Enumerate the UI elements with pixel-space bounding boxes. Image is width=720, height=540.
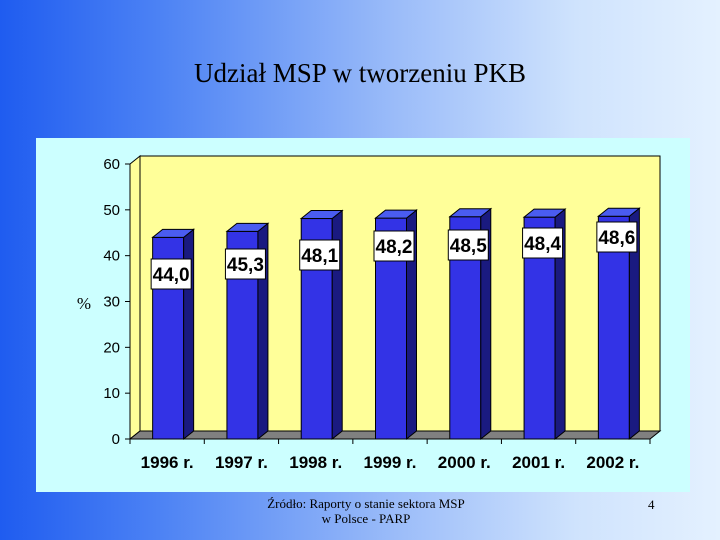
x-tick-label: 2000 r. — [438, 453, 491, 472]
bar-top — [151, 228, 196, 238]
x-tick-label: 1998 r. — [289, 453, 342, 472]
y-tick-label: 0 — [112, 431, 120, 448]
bar-top — [299, 210, 344, 220]
bar-top — [374, 209, 418, 219]
bar — [596, 207, 641, 441]
data-label-box — [373, 230, 415, 262]
x-tick-label: 2002 r. — [586, 453, 639, 472]
y-tick-label: 40 — [103, 248, 120, 265]
data-label-text: 48,2 — [376, 237, 413, 258]
bar-chart: 0 10 20 30 40 50 60% 44,0 45,3 48,1 48,2 48,5 48,4 48… — [77, 154, 662, 472]
bar-top — [225, 222, 270, 232]
bar-top — [522, 208, 567, 218]
data-label: 48,2 — [373, 230, 415, 262]
data-label-box — [596, 221, 638, 253]
data-label: 44,0 — [150, 258, 192, 290]
bar-top — [596, 207, 641, 217]
y-axis-title: % — [77, 294, 91, 313]
slide-title: Udział MSP w tworzeniu PKB — [194, 58, 526, 88]
data-label-box — [150, 258, 192, 290]
data-label: 48,6 — [596, 221, 638, 253]
data-label-box — [522, 227, 564, 259]
data-label: 48,5 — [447, 229, 489, 261]
plot-side-wall — [129, 154, 141, 441]
data-label-text: 44,0 — [153, 265, 190, 286]
data-label-text: 48,6 — [598, 228, 635, 249]
y-tick-label: 20 — [103, 339, 120, 356]
source-note: Źródło: Raporty o stanie sektora MSP w P… — [236, 496, 496, 526]
data-label: 45,3 — [224, 248, 266, 280]
data-label: 48,1 — [299, 239, 341, 271]
chart-panel: 0 10 20 30 40 50 60% 44,0 45,3 48,1 48,2 48,5 48,4 48… — [36, 138, 690, 492]
data-label: 48,4 — [522, 227, 564, 259]
source-line-1: Źródło: Raporty o stanie sektora MSP — [267, 496, 465, 511]
data-label-text: 48,5 — [450, 236, 487, 257]
y-tick-label: 30 — [103, 294, 120, 311]
data-label-box — [224, 248, 266, 280]
x-tick-label: 1996 r. — [141, 453, 194, 472]
data-label-text: 45,3 — [227, 255, 264, 276]
data-label-box — [299, 239, 341, 271]
y-tick-label: 60 — [103, 156, 120, 173]
slide-number: 4 — [648, 497, 655, 512]
source-line-2: w Polsce - PARP — [321, 511, 411, 526]
data-label-box — [447, 229, 489, 261]
data-label-text: 48,4 — [524, 234, 561, 255]
data-label-text: 48,1 — [301, 246, 338, 267]
x-tick-label: 2001 r. — [512, 453, 565, 472]
x-tick-label: 1999 r. — [364, 453, 417, 472]
x-tick-label: 1997 r. — [215, 453, 268, 472]
y-tick-label: 50 — [103, 202, 120, 219]
y-tick-label: 10 — [103, 385, 120, 402]
bar-top — [448, 208, 493, 218]
